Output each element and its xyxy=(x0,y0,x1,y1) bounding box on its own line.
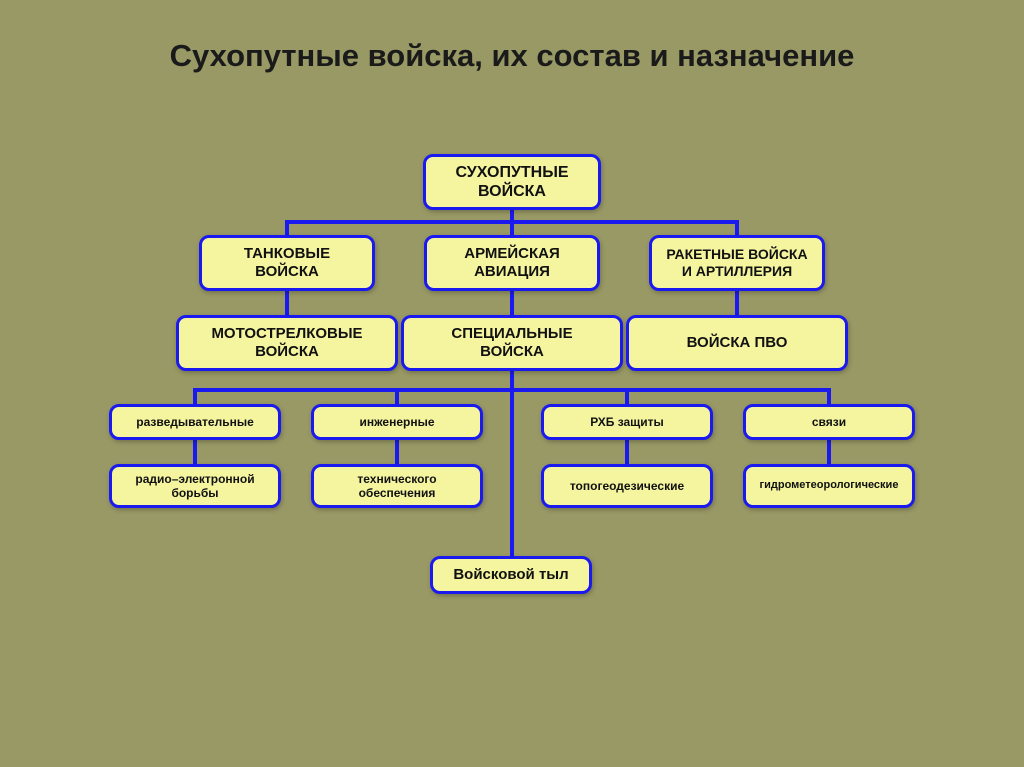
page-title: Сухопутные войска, их состав и назначени… xyxy=(0,38,1024,74)
node-svyaz: связи xyxy=(743,404,915,440)
node-tyl: Войсковой тыл xyxy=(430,556,592,594)
node-avia: АРМЕЙСКАЯАВИАЦИЯ xyxy=(424,235,600,291)
connector-layer xyxy=(0,0,1024,767)
node-pvo: ВОЙСКА ПВО xyxy=(626,315,848,371)
connector-4 xyxy=(195,371,829,404)
node-root: СУХОПУТНЫЕВОЙСКА xyxy=(423,154,601,210)
node-gidro: гидрометеорологические xyxy=(743,464,915,508)
connector-0 xyxy=(287,210,737,235)
node-razved: разведывательные xyxy=(109,404,281,440)
node-rhb: РХБ защиты xyxy=(541,404,713,440)
node-teh: техническогообеспечения xyxy=(311,464,483,508)
node-moto: МОТОСТРЕЛКОВЫЕВОЙСКА xyxy=(176,315,398,371)
node-inzh: инженерные xyxy=(311,404,483,440)
node-spec: СПЕЦИАЛЬНЫЕВОЙСКА xyxy=(401,315,623,371)
node-tank: ТАНКОВЫЕВОЙСКА xyxy=(199,235,375,291)
node-reb: радио–электроннойборьбы xyxy=(109,464,281,508)
node-topo: топогеодезические xyxy=(541,464,713,508)
node-rocket: РАКЕТНЫЕ ВОЙСКАИ АРТИЛЛЕРИЯ xyxy=(649,235,825,291)
